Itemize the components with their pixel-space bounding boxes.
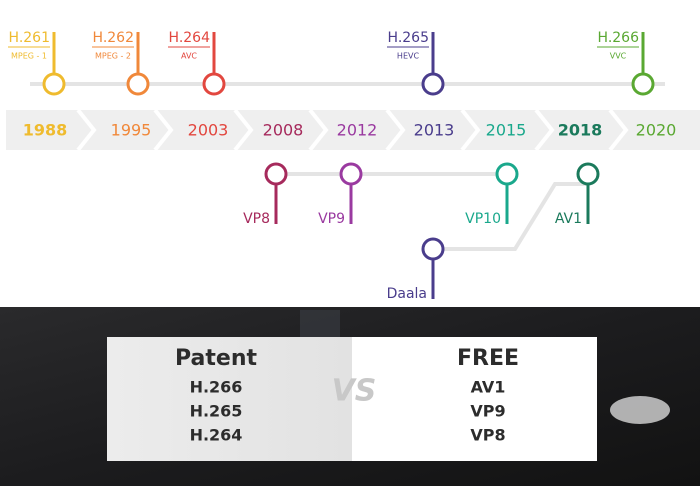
photo-detail xyxy=(300,310,340,340)
chevron xyxy=(385,108,406,152)
photo-lamp xyxy=(610,396,670,424)
codec-name: AV1 xyxy=(555,211,582,227)
year-label: 2008 xyxy=(263,121,304,140)
codec-sub: AVC xyxy=(181,52,197,61)
milestone xyxy=(576,162,600,186)
chevron xyxy=(153,108,174,152)
milestone xyxy=(495,162,519,186)
year-label: 2012 xyxy=(337,121,378,140)
codec-name: VP10 xyxy=(465,211,501,227)
panel-item: H.264 xyxy=(190,426,243,445)
codec-name: H.264 xyxy=(169,30,211,46)
panel-title: FREE xyxy=(457,346,519,371)
codec-name: H.266 xyxy=(598,30,640,46)
chevron xyxy=(308,108,329,152)
year-label: 2013 xyxy=(414,121,455,140)
panel-item: VP9 xyxy=(470,402,505,421)
codec-name: VP8 xyxy=(243,211,270,227)
chevron xyxy=(534,108,555,152)
milestone xyxy=(421,237,445,261)
panel-item: H.266 xyxy=(190,378,243,397)
top-background xyxy=(0,0,700,307)
milestone xyxy=(264,162,288,186)
panel-item: AV1 xyxy=(471,378,506,397)
year-label: 1995 xyxy=(111,121,152,140)
patent-panel xyxy=(107,337,352,461)
milestone xyxy=(339,162,363,186)
codec-name: VP9 xyxy=(318,211,345,227)
year-band xyxy=(6,110,700,150)
chevron xyxy=(608,108,629,152)
milestone xyxy=(126,72,150,96)
codec-name: Daala xyxy=(387,286,427,302)
year-label: 2003 xyxy=(188,121,229,140)
codec-name: H.262 xyxy=(93,30,134,46)
milestone xyxy=(42,72,66,96)
codec-name: H.265 xyxy=(388,30,429,46)
vs-label: VS xyxy=(332,374,377,409)
codec-sub: MPEG - 2 xyxy=(95,52,131,61)
chevron xyxy=(76,108,97,152)
panel-title: Patent xyxy=(175,346,257,371)
year-label: 2018 xyxy=(558,121,603,140)
year-label: 2020 xyxy=(636,121,677,140)
milestone xyxy=(202,72,226,96)
milestone xyxy=(421,72,445,96)
panel-item: H.265 xyxy=(190,402,243,421)
codec-name: H.261 xyxy=(9,30,50,46)
year-label: 1988 xyxy=(23,121,68,140)
year-label: 2015 xyxy=(486,121,527,140)
codec-sub: VVC xyxy=(610,52,627,61)
codec-sub: HEVC xyxy=(397,52,420,61)
chevron xyxy=(460,108,481,152)
bottom-track xyxy=(276,172,588,251)
milestone xyxy=(631,72,655,96)
codec-sub: MPEG - 1 xyxy=(11,52,47,61)
panel-item: VP8 xyxy=(470,426,505,445)
chevron xyxy=(233,108,254,152)
free-panel xyxy=(352,337,597,461)
